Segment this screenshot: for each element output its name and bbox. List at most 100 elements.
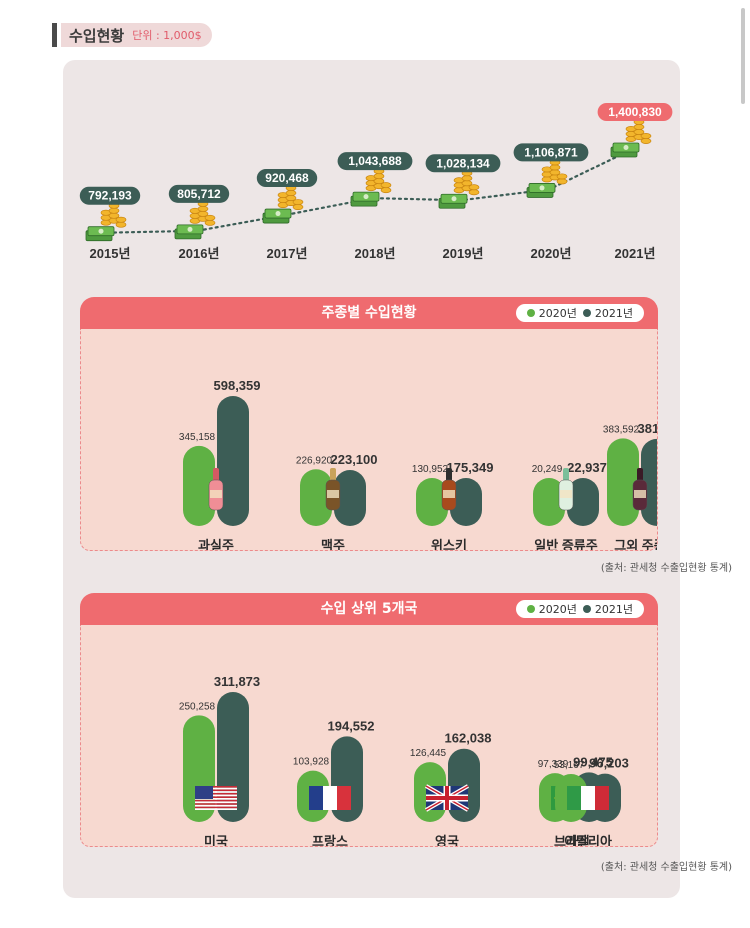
coin xyxy=(556,173,568,180)
scrollbar[interactable] xyxy=(741,8,745,104)
value-label-2021년: 223,100 xyxy=(331,452,378,467)
coin xyxy=(115,221,127,228)
usa-flag-icon xyxy=(195,786,237,810)
money-icon xyxy=(438,170,480,209)
other-liquor-bottle-icon xyxy=(632,468,648,511)
category-label: 이탈리아 xyxy=(564,834,612,846)
coin xyxy=(204,214,216,221)
legend-item-2021: 2021년 xyxy=(582,601,633,617)
value-label-bg xyxy=(513,143,589,162)
value-label: 920,468 xyxy=(265,171,309,185)
bottle-neck xyxy=(330,468,336,482)
value-label-2020년: 20,249 xyxy=(532,464,563,475)
money-icon xyxy=(610,119,652,158)
coin xyxy=(380,187,392,194)
section-title: 주종별 수입현황 xyxy=(321,305,417,321)
liquor-type-section: 주종별 수입현황 2020년 2021년 345,158 598,359 과실주 22… xyxy=(80,297,685,553)
coin xyxy=(292,204,304,211)
spirit-bottle-icon xyxy=(558,468,574,511)
year-label: 2017년 xyxy=(267,246,308,261)
legend-dot-2020 xyxy=(526,309,535,317)
stripe xyxy=(195,787,237,790)
value-label-2020년: 226,920 xyxy=(296,455,333,466)
cash-seal xyxy=(98,228,104,234)
value-label-2021년: 22,937 xyxy=(567,460,607,475)
coin xyxy=(461,175,473,182)
legend-label-2021: 2021년 xyxy=(594,307,633,320)
bottle-neck xyxy=(446,468,452,482)
value-label-2020년: 250,258 xyxy=(179,701,216,712)
white-band xyxy=(581,786,595,810)
cross-red xyxy=(426,786,468,810)
france-flag-icon xyxy=(309,786,351,810)
stripe xyxy=(195,806,237,809)
coin xyxy=(556,178,568,185)
year-label: 2015년 xyxy=(90,246,131,261)
value-label-bg xyxy=(168,184,230,203)
legend-label-2021: 2021년 xyxy=(594,603,633,616)
stripe xyxy=(195,799,237,802)
money-icon xyxy=(526,159,568,198)
category-group: 53,167 96,203 이탈리아 xyxy=(554,756,629,849)
legend-item-2020: 2020년 xyxy=(526,305,577,321)
money-icon xyxy=(174,200,216,240)
red-band xyxy=(337,786,351,810)
stripe xyxy=(195,792,237,795)
value-label: 1,400,830 xyxy=(608,105,662,119)
money-icon xyxy=(350,168,392,207)
bar-2020년 xyxy=(533,478,565,526)
coin xyxy=(549,164,561,171)
coin xyxy=(373,173,385,180)
source-note-2: (출처: 관세청 수출입현황 통계) xyxy=(600,862,732,873)
legend-item-2021: 2021년 xyxy=(582,305,633,321)
money-icon xyxy=(262,185,304,224)
value-label: 1,043,688 xyxy=(348,154,402,168)
top-countries-bar-chart: 250,258 311,873 미국 103,928 194,552 프랑스 126,445… xyxy=(179,674,629,849)
category-label: 그외 주종 xyxy=(614,538,657,550)
value-label-2020년: 345,158 xyxy=(179,432,216,443)
value-label-2021년: 381,085 xyxy=(638,421,658,436)
stripe xyxy=(195,791,237,793)
bottle-neck xyxy=(563,468,569,482)
category-label: 과실주 xyxy=(198,538,234,550)
bar-2020년 xyxy=(607,438,639,526)
value-label-bg xyxy=(79,186,141,205)
bar-2021년 xyxy=(567,478,599,526)
bar-2021년 xyxy=(334,470,366,526)
bar-2021년 xyxy=(217,396,249,526)
legend-item-2020: 2020년 xyxy=(526,601,577,617)
category-label: 미국 xyxy=(204,834,228,846)
canton xyxy=(195,786,213,799)
category-label: 영국 xyxy=(435,834,459,846)
value-label-2021년: 162,038 xyxy=(445,731,492,746)
category-group: 250,258 311,873 미국 xyxy=(179,674,260,849)
category-label: 위스키 xyxy=(431,538,467,550)
coin xyxy=(380,182,392,189)
coin xyxy=(640,138,652,144)
bottle-label xyxy=(634,490,646,498)
bar-2021년 xyxy=(450,478,482,526)
annual-import-line-chart: 792,193 2015년 805,712 2016년 920,468 2017년 1,04… xyxy=(79,103,673,261)
value-label-2021년: 96,203 xyxy=(589,756,629,771)
cash-seal xyxy=(363,194,369,200)
header-accent-bar xyxy=(52,23,57,47)
source-note-1: (출처: 관세청 수출입현황 통계) xyxy=(600,563,732,574)
section-title: 수입 상위 5개국 xyxy=(320,601,418,617)
stripe xyxy=(195,804,237,807)
value-label: 1,028,134 xyxy=(436,156,490,170)
blue-band xyxy=(309,786,323,810)
legend-dot-2020 xyxy=(526,605,535,613)
coin xyxy=(108,207,120,214)
value-label-2020년: 130,952 xyxy=(412,464,449,475)
green-band xyxy=(567,786,581,810)
legend-dot-2021 xyxy=(582,309,591,317)
year-label: 2020년 xyxy=(531,246,572,261)
section-body: 250,258 311,873 미국 103,928 194,552 프랑스 126,445… xyxy=(80,625,658,849)
coin xyxy=(292,199,304,206)
value-label-2020년: 126,445 xyxy=(410,748,447,759)
legend-dot-2021 xyxy=(582,605,591,613)
value-label-2021년: 311,873 xyxy=(214,674,260,689)
section-header: 주종별 수입현황 2020년 2021년 xyxy=(80,297,658,329)
beer-bottle-icon xyxy=(325,468,341,511)
